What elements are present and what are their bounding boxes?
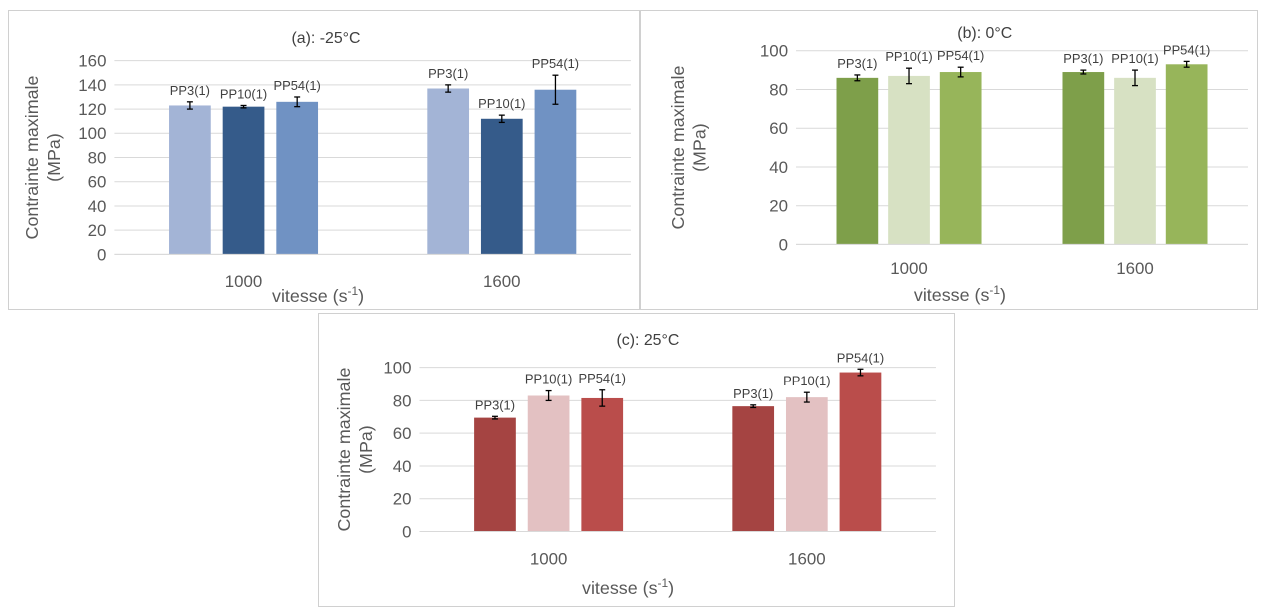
y-axis-label: Contrainte maximale (MPa) (668, 66, 710, 230)
bar (732, 406, 775, 532)
data-label: PP10(1) (525, 372, 572, 387)
x-category-label: 1600 (788, 549, 826, 568)
data-label: PP10(1) (885, 49, 932, 64)
data-label: PP54(1) (274, 78, 321, 93)
bar (785, 397, 828, 532)
chart-b: (b): 0°C 0 20 40 60 80 100 Contrainte maximale(… (668, 25, 1248, 305)
x-axis-label-main: vitesse (s (582, 578, 658, 598)
data-label: PP54(1) (532, 56, 579, 71)
bar (888, 75, 930, 245)
y-tick-label: 140 (78, 76, 106, 95)
x-category-label: 1600 (483, 272, 521, 291)
bar (169, 105, 211, 255)
y-tick-label: 0 (97, 245, 106, 264)
y-tick-label: 60 (393, 424, 412, 443)
bar (480, 118, 523, 255)
y-tick-label: 100 (760, 42, 788, 61)
y-tick-label: 40 (393, 457, 412, 476)
y-tick-label: 80 (88, 148, 107, 167)
y-axis-label: Contrainte maximale (MPa) (22, 75, 64, 239)
y-tick-label: 60 (88, 173, 107, 192)
data-label: PP54(1) (837, 350, 884, 365)
y-tick-label: 20 (769, 197, 788, 216)
data-label: PP10(1) (1111, 51, 1158, 66)
data-label: PP54(1) (1163, 42, 1210, 57)
x-category-label: 1000 (890, 259, 928, 278)
y-axis-label-line1: Contrainte maximale (334, 368, 354, 532)
x-axis-label-sup: -1 (348, 284, 359, 298)
bar (222, 106, 265, 255)
chart-a: (a): -25°C 0 20 40 60 80 100 120 140 160 Contraint… (22, 30, 631, 306)
y-tick-label: 40 (88, 197, 107, 216)
y-axis-label-line1: Contrainte maximale (22, 75, 42, 239)
y-tick-label: 100 (78, 124, 106, 143)
chart-panel-b: (b): 0°C 0 20 40 60 80 100 Contrainte maximale(… (640, 10, 1258, 310)
y-axis-label: Contrainte maximale (MPa) (334, 368, 376, 532)
x-category-label: 1000 (225, 272, 263, 291)
x-axis-label-main: vitesse (s (914, 285, 990, 305)
bar (474, 417, 516, 532)
bar (1165, 64, 1208, 245)
bar (839, 372, 882, 532)
data-label: PP3(1) (475, 397, 515, 412)
data-label: PP10(1) (220, 87, 267, 102)
x-axis-label-sup: -1 (989, 283, 1000, 297)
x-axis-label: vitesse (s-1) (272, 284, 364, 306)
y-tick-label: 80 (393, 391, 412, 410)
y-axis-label-line1: Contrainte maximale (668, 66, 688, 230)
y-tick-label: 80 (769, 80, 788, 99)
y-tick-label: 40 (769, 158, 788, 177)
bar (836, 77, 879, 245)
data-label: PP54(1) (579, 371, 626, 386)
bar (527, 395, 570, 532)
y-tick-label: 60 (769, 119, 788, 138)
bar (939, 72, 982, 245)
x-axis-label-end: ) (1000, 285, 1006, 305)
chart-panel-c: (c): 25°C 0 20 40 60 80 100 Contrainte maximale… (318, 313, 955, 607)
y-tick-label: 100 (383, 359, 411, 378)
bar (581, 397, 624, 532)
bar (276, 101, 319, 255)
x-axis-label-main: vitesse (s (272, 286, 348, 306)
data-label: PP3(1) (733, 386, 773, 401)
chart-title: (c): 25°C (617, 332, 680, 349)
data-label: PP10(1) (478, 96, 525, 111)
bar (1114, 77, 1156, 245)
chart-title: (b): 0°C (957, 25, 1012, 42)
data-label: PP3(1) (1063, 51, 1103, 66)
x-category-label: 1600 (1116, 259, 1154, 278)
bar (427, 88, 470, 255)
x-axis-label: vitesse (s-1) (582, 576, 674, 598)
y-tick-label: 0 (779, 235, 788, 254)
chart-title: (a): -25°C (291, 30, 360, 47)
y-tick-label: 20 (393, 490, 412, 509)
chart-c: (c): 25°C 0 20 40 60 80 100 Contrainte maximale… (334, 332, 936, 598)
x-axis-label: vitesse (s-1) (914, 283, 1006, 305)
y-tick-label: 120 (78, 100, 106, 119)
y-axis-label-line2: (MPa) (356, 425, 376, 474)
chart-panel-a: (a): -25°C 0 20 40 60 80 100 120 140 160 Contraint… (8, 10, 640, 310)
x-axis-label-end: ) (668, 578, 674, 598)
data-label: PP3(1) (170, 83, 210, 98)
x-axis-label-end: ) (358, 286, 364, 306)
y-axis-label-line2: (MPa) (690, 123, 710, 172)
y-tick-label: 20 (88, 221, 107, 240)
data-label: PP3(1) (837, 56, 877, 71)
y-axis-label-line2: (MPa) (44, 133, 64, 182)
y-tick-label: 0 (402, 522, 411, 541)
bar (534, 89, 577, 255)
y-tick-label: 160 (78, 52, 106, 71)
data-label: PP3(1) (428, 66, 468, 81)
x-category-label: 1000 (530, 549, 568, 568)
data-label: PP10(1) (783, 373, 830, 388)
data-label: PP54(1) (937, 48, 984, 63)
x-axis-label-sup: -1 (658, 576, 669, 590)
bar (1062, 72, 1105, 245)
